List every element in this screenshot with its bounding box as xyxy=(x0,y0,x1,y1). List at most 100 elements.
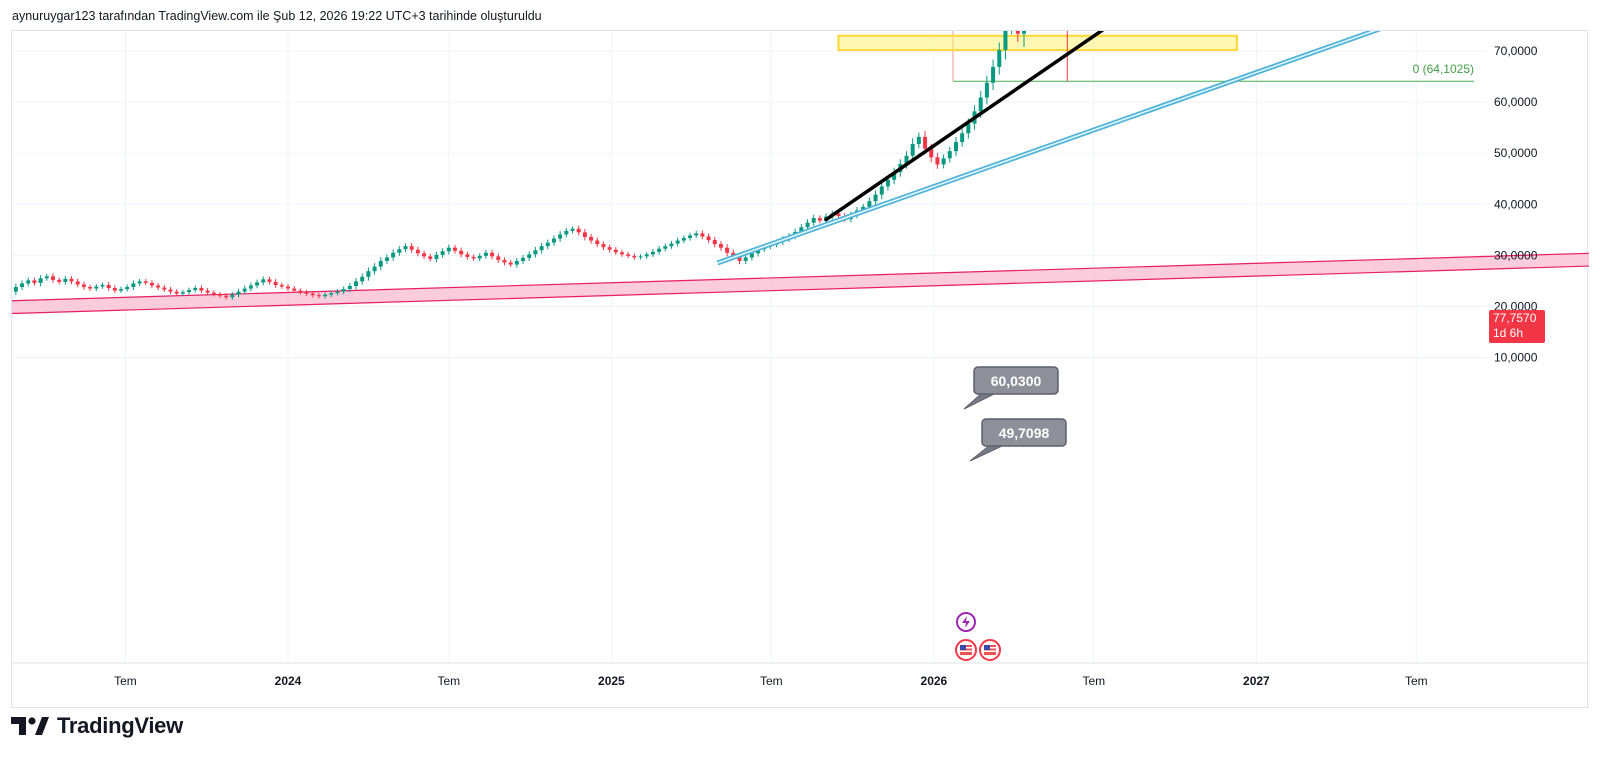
candle-body xyxy=(743,257,748,261)
candle-body xyxy=(347,285,352,290)
candle-body xyxy=(44,276,49,279)
candle-body xyxy=(354,281,359,286)
candle-body xyxy=(997,50,1002,67)
black-trendline xyxy=(824,31,1105,222)
price-tick-label: 60,0000 xyxy=(1494,95,1538,109)
candle-body xyxy=(644,254,649,257)
candle-body xyxy=(490,252,495,257)
candle-body xyxy=(162,287,167,290)
candle-body xyxy=(737,256,742,261)
callout-value: 49,7098 xyxy=(999,425,1050,441)
candle-body xyxy=(255,282,260,286)
candle-body xyxy=(527,254,532,258)
callout-value: 60,0300 xyxy=(991,373,1042,389)
chart-caption: aynuruygar123 tarafından TradingView.com… xyxy=(12,9,542,23)
candle-body xyxy=(156,285,161,288)
candle-body xyxy=(428,256,433,259)
countdown-value: 1d 6h xyxy=(1493,326,1524,340)
candle-body xyxy=(873,194,878,202)
candle-body xyxy=(57,279,62,282)
candle-body xyxy=(106,284,111,289)
candle-body xyxy=(892,172,897,180)
us-flag-event-icon xyxy=(979,639,1001,661)
candle-body xyxy=(298,290,303,293)
candle-body xyxy=(960,133,965,142)
candle-body xyxy=(440,251,445,255)
candle-body xyxy=(551,238,556,243)
price-callouts: 60,0300 49,7098 xyxy=(963,366,1067,462)
candle-body xyxy=(304,292,309,294)
candle-body xyxy=(935,157,940,165)
candle-body xyxy=(50,276,55,280)
yellow-zone-rect xyxy=(837,34,1238,52)
support-band-lower xyxy=(12,265,1589,315)
callout-box xyxy=(973,366,1059,395)
candle-body xyxy=(323,294,328,297)
trendlines xyxy=(716,31,1382,266)
price-tick-label: 50,0000 xyxy=(1494,146,1538,160)
candle-body xyxy=(799,227,804,232)
fib-level-label: 0 (64,1025) xyxy=(1413,62,1474,76)
candle-body xyxy=(378,260,383,267)
candle-body xyxy=(836,213,841,217)
candle-body xyxy=(242,288,247,292)
candle-body xyxy=(1022,31,1027,34)
time-tick-label: Tem xyxy=(1405,674,1428,688)
candle-body xyxy=(94,286,99,289)
callout-box xyxy=(981,418,1067,447)
candle-body xyxy=(805,222,810,228)
candle-body xyxy=(267,279,272,282)
candle-body xyxy=(923,136,928,149)
candle-body xyxy=(329,293,334,295)
candle-body xyxy=(941,158,946,165)
candle-body xyxy=(403,246,408,250)
candle-body xyxy=(236,291,241,295)
candle-body xyxy=(966,123,971,134)
candle-body xyxy=(916,136,921,145)
time-tick-label: 2026 xyxy=(921,674,948,688)
candle-body xyxy=(286,286,290,289)
brand-name: TradingView xyxy=(57,713,183,738)
time-tick-label: Tem xyxy=(760,674,783,688)
candle-body xyxy=(452,247,457,251)
candle-body xyxy=(904,155,909,164)
candle-body xyxy=(63,278,68,282)
candle-body xyxy=(582,232,587,237)
candle-body xyxy=(261,279,266,283)
candle-body xyxy=(694,233,699,236)
candle-body xyxy=(409,246,414,250)
flag-icon-stripe xyxy=(984,650,996,652)
candle-body xyxy=(26,280,31,284)
candle-body xyxy=(372,266,377,272)
candle-body xyxy=(947,151,952,159)
fibonacci-levels: 1,13 (129,1278)1 (121,6470)0,886 (115,08… xyxy=(952,31,1474,82)
price-tick-label: 40,0000 xyxy=(1494,197,1538,211)
candle-body xyxy=(174,291,179,294)
time-tick-label: 2025 xyxy=(598,674,625,688)
candle-body xyxy=(211,292,216,295)
candle-body xyxy=(483,252,488,256)
candle-body xyxy=(991,66,996,83)
flag-icon-canton xyxy=(984,645,990,650)
candle-body xyxy=(131,283,136,288)
candle-body xyxy=(199,288,204,291)
candle-body xyxy=(545,242,550,247)
candle-body xyxy=(360,276,365,282)
candle-body xyxy=(984,82,989,98)
candle-body xyxy=(273,281,278,285)
yellow-zone xyxy=(837,34,1238,52)
price-axis: 130,0000120,0000110,0000100,000090,00008… xyxy=(1494,44,1538,364)
chart-area[interactable]: 1,13 (129,1278)1 (121,6470)0,886 (115,08… xyxy=(11,30,1589,709)
candle-body xyxy=(514,260,519,265)
candle-body xyxy=(180,292,185,294)
price-chart[interactable]: 1,13 (129,1278)1 (121,6470)0,886 (115,08… xyxy=(12,31,1589,709)
candle-body xyxy=(669,243,674,247)
tradingview-logo[interactable]: TradingView xyxy=(11,713,183,739)
candle-body xyxy=(867,201,872,207)
candle-body xyxy=(663,246,668,249)
candle-body xyxy=(502,259,507,263)
candle-body xyxy=(564,230,569,235)
candle-body xyxy=(811,218,816,223)
price-tick-label: 70,0000 xyxy=(1494,44,1538,58)
candle-body xyxy=(100,284,105,287)
